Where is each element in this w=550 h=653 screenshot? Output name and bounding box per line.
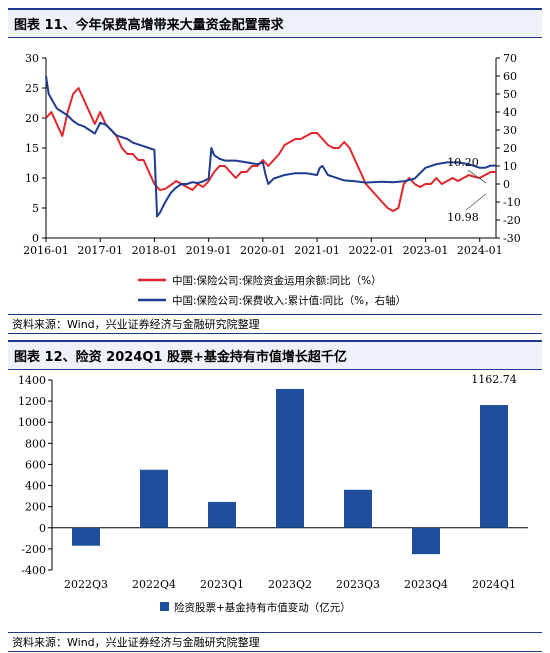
legend-label: 险资股票+基金持有市值变动（亿元） bbox=[174, 601, 351, 614]
category-label: 2023Q2 bbox=[268, 578, 312, 591]
figure-11-source: 资料来源：Wind，兴业证券经济与金融研究院整理 bbox=[8, 314, 542, 334]
figure-12-title: 图表 12、险资 2024Q1 股票+基金持有市值增长超千亿 bbox=[8, 340, 542, 370]
series-blue-line bbox=[45, 75, 496, 218]
left-tick-label: 25 bbox=[25, 82, 39, 95]
annotation-bottom: 10.98 bbox=[447, 211, 479, 224]
right-tick-label: 30 bbox=[503, 124, 517, 137]
bar bbox=[276, 388, 304, 528]
figure-11: 图表 11、今年保费高增带来大量资金配置需求 0 5 10 15 20 25 30 -30 -2… bbox=[8, 8, 542, 334]
right-tick-label: -30 bbox=[503, 232, 521, 245]
x-tick-label: 2024-01 bbox=[457, 244, 503, 257]
category-label: 2024Q1 bbox=[472, 578, 516, 591]
bar bbox=[208, 501, 236, 528]
figure-12-source: 资料来源：Wind，兴业证券经济与金融研究院整理 bbox=[8, 632, 542, 652]
left-tick-label: 0 bbox=[32, 232, 39, 245]
right-tick-label: 20 bbox=[503, 142, 517, 155]
y-tick-label: 200 bbox=[25, 501, 46, 514]
bar bbox=[140, 469, 168, 528]
y-tick-label: -400 bbox=[21, 564, 46, 577]
x-tick-label: 2018-01 bbox=[132, 244, 178, 257]
bar-value-label: 1162.74 bbox=[471, 373, 517, 386]
figure-12: 图表 12、险资 2024Q1 股票+基金持有市值增长超千亿 -400 -200 0… bbox=[8, 340, 542, 652]
annotation-bottom-leader bbox=[465, 193, 487, 211]
bar bbox=[344, 489, 372, 528]
left-tick-label: 30 bbox=[25, 52, 39, 65]
left-tick-label: 10 bbox=[25, 172, 39, 185]
y-tick-label: 1400 bbox=[18, 374, 46, 387]
right-tick-label: 70 bbox=[503, 52, 517, 65]
bar bbox=[480, 405, 508, 528]
y-tick-label: -200 bbox=[21, 543, 46, 556]
y-tick-label: 600 bbox=[25, 458, 46, 471]
bar bbox=[412, 527, 440, 555]
series-red-line bbox=[45, 87, 496, 212]
category-label: 2023Q4 bbox=[404, 578, 448, 591]
right-tick-label: 0 bbox=[503, 178, 510, 191]
x-tick-label: 2019-01 bbox=[186, 244, 232, 257]
annotation-top-leader bbox=[467, 169, 487, 184]
x-tick-label: 2021-01 bbox=[294, 244, 340, 257]
category-label: 2022Q3 bbox=[64, 578, 108, 591]
category-label: 2023Q3 bbox=[336, 578, 380, 591]
x-tick-label: 2020-01 bbox=[240, 244, 286, 257]
x-tick-label: 2023-01 bbox=[403, 244, 449, 257]
right-tick-label: 50 bbox=[503, 88, 517, 101]
y-tick-label: 1000 bbox=[18, 416, 46, 429]
y-tick-label: 400 bbox=[25, 480, 46, 493]
right-tick-label: 60 bbox=[503, 70, 517, 83]
bar bbox=[72, 527, 100, 546]
x-tick-label: 2016-01 bbox=[23, 244, 69, 257]
category-label: 2023Q1 bbox=[200, 578, 244, 591]
figure-12-chart: -400 -200 0 200 400 600 800 1000 1200 1400 2022Q3 2… bbox=[18, 373, 528, 614]
left-tick-label: 15 bbox=[25, 142, 39, 155]
right-tick-label: -10 bbox=[503, 196, 521, 209]
figure-11-chart: 0 5 10 15 20 25 30 -30 -20 -10 0 10 20 30 40 50 60 70 2016… bbox=[23, 52, 521, 307]
left-tick-label: 5 bbox=[32, 202, 39, 215]
y-tick-label: 800 bbox=[25, 437, 46, 450]
legend-swatch bbox=[160, 602, 169, 611]
figure-11-title: 图表 11、今年保费高增带来大量资金配置需求 bbox=[8, 8, 542, 38]
right-tick-label: 10 bbox=[503, 160, 517, 173]
annotation-top: 10.20 bbox=[447, 156, 479, 169]
legend-label: 中国:保险公司:保险资金运用余额:同比（%） bbox=[172, 274, 382, 287]
y-tick-label: 0 bbox=[39, 522, 46, 535]
legend-label: 中国:保险公司:保费收入:累计值:同比（%，右轴） bbox=[172, 294, 406, 307]
y-tick-label: 1200 bbox=[18, 395, 46, 408]
category-label: 2022Q4 bbox=[132, 578, 176, 591]
right-tick-label: 40 bbox=[503, 106, 517, 119]
x-tick-label: 2017-01 bbox=[77, 244, 123, 257]
right-tick-label: -20 bbox=[503, 214, 521, 227]
left-tick-label: 20 bbox=[25, 112, 39, 125]
x-tick-label: 2022-01 bbox=[348, 244, 394, 257]
